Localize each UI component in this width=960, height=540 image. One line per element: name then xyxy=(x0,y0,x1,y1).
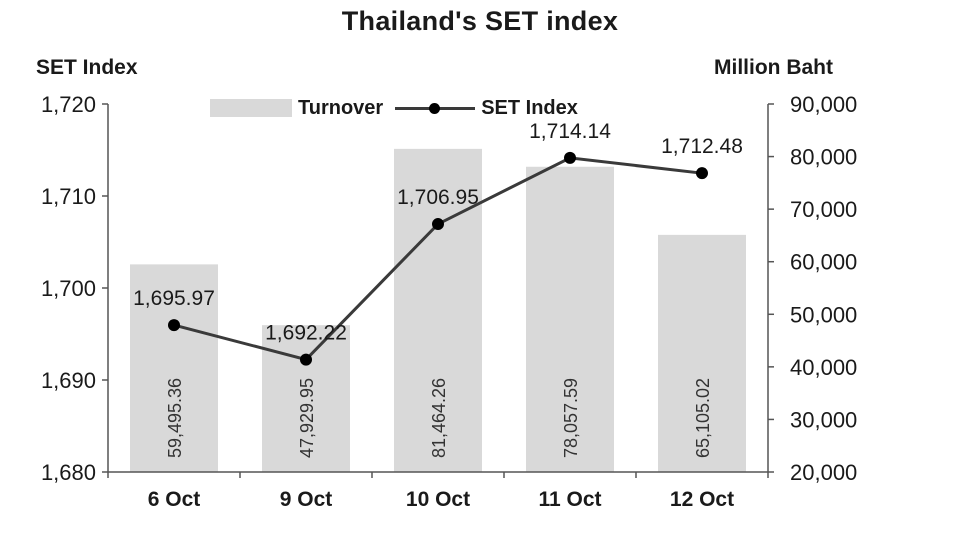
bar-value-label: 78,057.59 xyxy=(561,378,581,458)
right-tick-label: 20,000 xyxy=(790,460,857,485)
left-tick-label: 1,690 xyxy=(41,368,96,393)
set-index-point xyxy=(696,167,708,180)
x-tick-label: 9 Oct xyxy=(280,488,333,511)
set-index-value-label: 1,695.97 xyxy=(133,287,215,310)
right-tick-label: 90,000 xyxy=(790,92,857,117)
bar-value-label: 65,105.02 xyxy=(693,378,713,458)
right-tick-label: 60,000 xyxy=(790,250,857,275)
set-index-value-label: 1,712.48 xyxy=(661,135,743,158)
chart-title: Thailand's SET index xyxy=(341,6,619,36)
right-tick-label: 70,000 xyxy=(790,197,857,222)
legend-set-index-label: SET Index xyxy=(481,96,578,119)
x-tick-label: 10 Oct xyxy=(406,488,470,511)
bar-value-label: 81,464.26 xyxy=(429,378,449,458)
legend-set-index-swatch xyxy=(395,99,476,117)
bar xyxy=(526,166,614,472)
bar xyxy=(394,148,482,473)
right-tick-label: 50,000 xyxy=(790,302,857,327)
set-index-point xyxy=(564,151,576,164)
left-tick-label: 1,720 xyxy=(41,92,96,117)
right-tick-label: 40,000 xyxy=(790,355,857,380)
x-tick-label: 12 Oct xyxy=(670,488,734,511)
right-axis-title: Million Baht xyxy=(714,56,833,79)
x-tick-label: 6 Oct xyxy=(148,488,201,511)
right-tick-label: 80,000 xyxy=(790,145,857,170)
set-index-value-label: 1,692.22 xyxy=(265,322,347,345)
bar xyxy=(658,234,746,472)
legend-turnover-label: Turnover xyxy=(298,96,384,119)
set-index-point xyxy=(432,218,444,231)
left-axis-title: SET Index xyxy=(36,56,138,79)
legend: Turnover SET Index xyxy=(210,96,590,120)
legend-turnover-swatch xyxy=(210,99,292,117)
set-index-point xyxy=(168,319,180,332)
bar-value-label: 59,495.36 xyxy=(165,378,185,458)
set-index-value-label: 1,706.95 xyxy=(397,186,479,209)
bar-value-label: 47,929.95 xyxy=(297,378,317,458)
left-tick-label: 1,700 xyxy=(41,276,96,301)
bar xyxy=(262,325,350,472)
left-tick-label: 1,680 xyxy=(41,460,96,485)
x-tick-label: 11 Oct xyxy=(538,488,601,511)
right-tick-label: 30,000 xyxy=(790,407,857,432)
set-index-point xyxy=(300,353,312,366)
left-tick-label: 1,710 xyxy=(41,184,96,209)
bar xyxy=(130,264,218,472)
set-index-value-label: 1,714.14 xyxy=(529,120,611,143)
